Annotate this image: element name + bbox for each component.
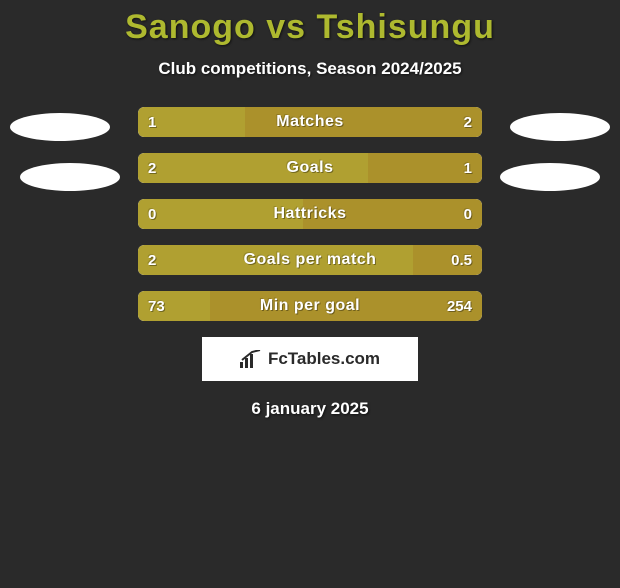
stat-row: 00Hattricks	[138, 199, 482, 229]
stat-row: 12Matches	[138, 107, 482, 137]
player-right-logo-placeholder	[510, 113, 610, 141]
stat-label: Goals per match	[138, 245, 482, 275]
player-right-club-placeholder	[500, 163, 600, 191]
stat-row: 21Goals	[138, 153, 482, 183]
page-title: Sanogo vs Tshisungu	[0, 8, 620, 47]
source-badge: FcTables.com	[202, 337, 418, 381]
stat-row: 20.5Goals per match	[138, 245, 482, 275]
comparison-chart: 12Matches 21Goals 00Hattricks 20.5Goals per…	[0, 107, 620, 419]
bars-container: 12Matches 21Goals 00Hattricks 20.5Goals per…	[138, 107, 482, 321]
stat-row: 73254Min per goal	[138, 291, 482, 321]
player-left-club-placeholder	[20, 163, 120, 191]
stat-label: Hattricks	[138, 199, 482, 229]
stat-label: Matches	[138, 107, 482, 137]
subtitle: Club competitions, Season 2024/2025	[0, 59, 620, 79]
stat-label: Min per goal	[138, 291, 482, 321]
chart-icon	[240, 350, 262, 368]
date-label: 6 january 2025	[0, 399, 620, 419]
stat-label: Goals	[138, 153, 482, 183]
source-label: FcTables.com	[268, 349, 380, 369]
player-left-logo-placeholder	[10, 113, 110, 141]
